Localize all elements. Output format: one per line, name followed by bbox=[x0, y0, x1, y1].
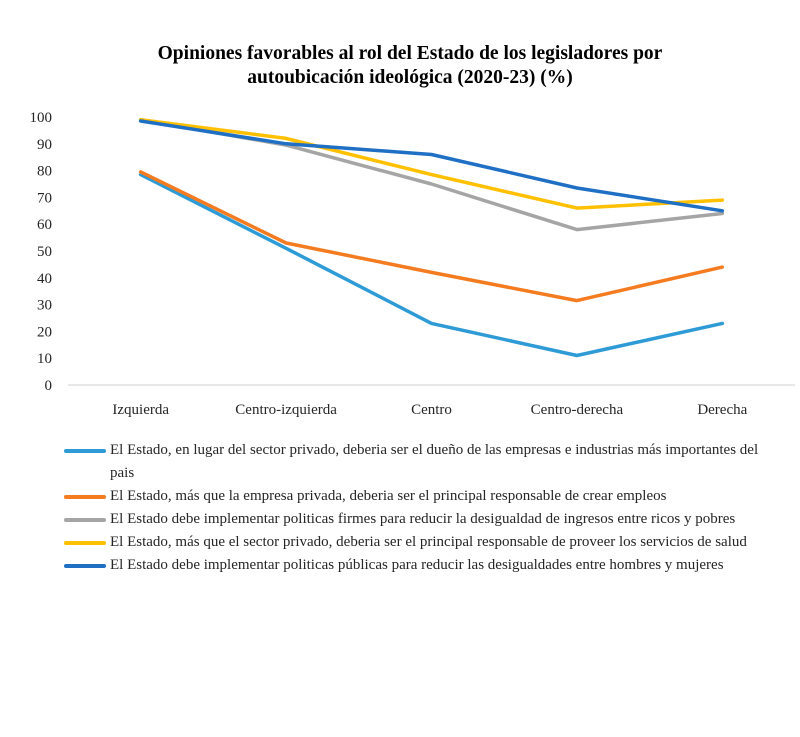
series-group bbox=[138, 117, 725, 358]
y-tick-label: 30 bbox=[37, 298, 52, 314]
chart-title: Opiniones favorables al rol del Estado d… bbox=[60, 42, 760, 90]
series-line-5 bbox=[138, 119, 725, 213]
y-tick-label: 90 bbox=[37, 137, 52, 153]
legend-label: El Estado debe implementar politicas fir… bbox=[110, 511, 736, 527]
legend-item: El Estado debe implementar politicas fir… bbox=[62, 508, 782, 531]
series-line-2 bbox=[138, 170, 725, 303]
y-tick-label: 50 bbox=[37, 244, 52, 260]
legend-label: El Estado, más que la empresa privada, d… bbox=[110, 488, 667, 504]
legend-swatch bbox=[64, 495, 106, 499]
legend-item: El Estado debe implementar politicas púb… bbox=[62, 554, 782, 577]
y-tick-label: 70 bbox=[37, 190, 52, 206]
legend-swatch bbox=[64, 518, 106, 522]
legend-swatch bbox=[64, 449, 106, 453]
chart-title-line-1: Opiniones favorables al rol del Estado d… bbox=[157, 43, 663, 64]
legend-item: El Estado, en lugar del sector privado, … bbox=[62, 439, 782, 485]
x-tick-label: Centro-izquierda bbox=[235, 402, 337, 418]
x-tick-label: Centro bbox=[411, 402, 452, 418]
y-axis: 0 10 20 30 40 50 60 70 80 90 100 bbox=[30, 110, 53, 394]
chart-title-line-2: autoubicación ideológica (2020-23) (%) bbox=[247, 67, 573, 88]
y-tick-label: 100 bbox=[30, 110, 53, 126]
y-tick-label: 20 bbox=[37, 324, 52, 340]
x-tick-label: Derecha bbox=[697, 402, 747, 418]
x-axis: Izquierda Centro-izquierda Centro Centro-de… bbox=[112, 402, 747, 418]
line-chart: 0 10 20 30 40 50 60 70 80 90 100 Izquierda Centro-i… bbox=[30, 110, 795, 418]
legend: El Estado, en lugar del sector privado, … bbox=[62, 439, 782, 577]
legend-swatch bbox=[64, 541, 106, 545]
legend-label: El Estado, en lugar del sector privado, … bbox=[110, 442, 759, 481]
x-tick-label: Izquierda bbox=[112, 402, 169, 418]
legend-item: El Estado, más que el sector privado, de… bbox=[62, 531, 782, 554]
legend-swatch bbox=[64, 564, 106, 568]
y-tick-label: 10 bbox=[37, 351, 52, 367]
legend-item: El Estado, más que la empresa privada, d… bbox=[62, 485, 782, 508]
legend-label: El Estado, más que el sector privado, de… bbox=[110, 534, 747, 550]
series-line-4 bbox=[138, 117, 725, 210]
x-tick-label: Centro-derecha bbox=[531, 402, 624, 418]
y-tick-label: 80 bbox=[37, 164, 52, 180]
y-tick-label: 60 bbox=[37, 217, 52, 233]
y-tick-label: 40 bbox=[37, 271, 52, 287]
y-tick-label: 0 bbox=[45, 378, 53, 394]
legend-label: El Estado debe implementar politicas púb… bbox=[110, 557, 724, 573]
series-line-1 bbox=[138, 172, 725, 358]
